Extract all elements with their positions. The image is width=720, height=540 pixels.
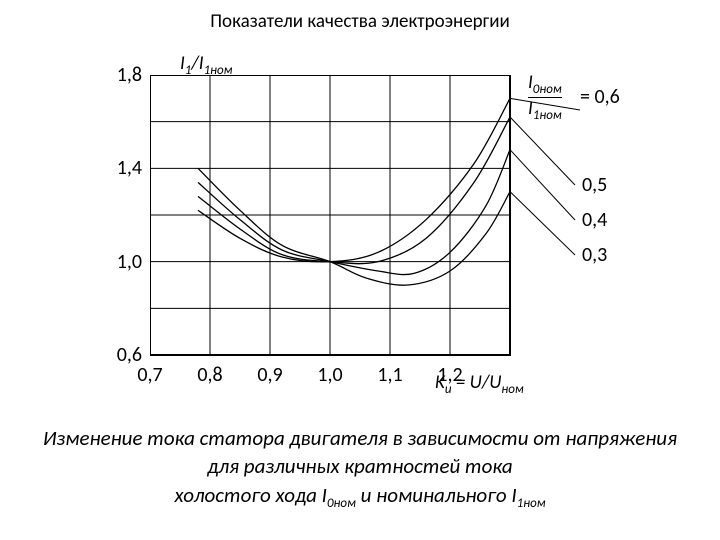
- y-axis-label: I1/I1ном: [180, 52, 232, 78]
- series-label-0-6: = 0,6: [580, 85, 620, 109]
- y-tick-label: 1,4: [108, 156, 142, 180]
- y-tick-label: 1,8: [108, 63, 142, 87]
- x-tick-label: 0,9: [252, 363, 288, 387]
- x-tick-label: 0,7: [132, 363, 168, 387]
- caption: Изменение тока статора двигателя в завис…: [40, 424, 680, 512]
- x-tick-label: 0,8: [192, 363, 228, 387]
- series-label-0-4: 0,4: [582, 208, 607, 232]
- series-label-0-5: 0,5: [582, 173, 607, 197]
- x-tick-label: 1,0: [312, 363, 348, 387]
- chart: I0ном I1ном = 0,6 0,5 0,4 0,3 0,61,01,41…: [150, 75, 650, 375]
- x-tick-label: 1,1: [372, 363, 408, 387]
- chart-svg: [150, 75, 650, 395]
- x-axis-label: Ku = U/Uном: [435, 371, 524, 397]
- y-tick-label: 1,0: [108, 250, 142, 274]
- ratio-fraction: I0ном I1ном: [528, 73, 562, 123]
- page-title: Показатели качества электроэнергии: [0, 10, 720, 33]
- series-label-0-3: 0,3: [582, 243, 607, 267]
